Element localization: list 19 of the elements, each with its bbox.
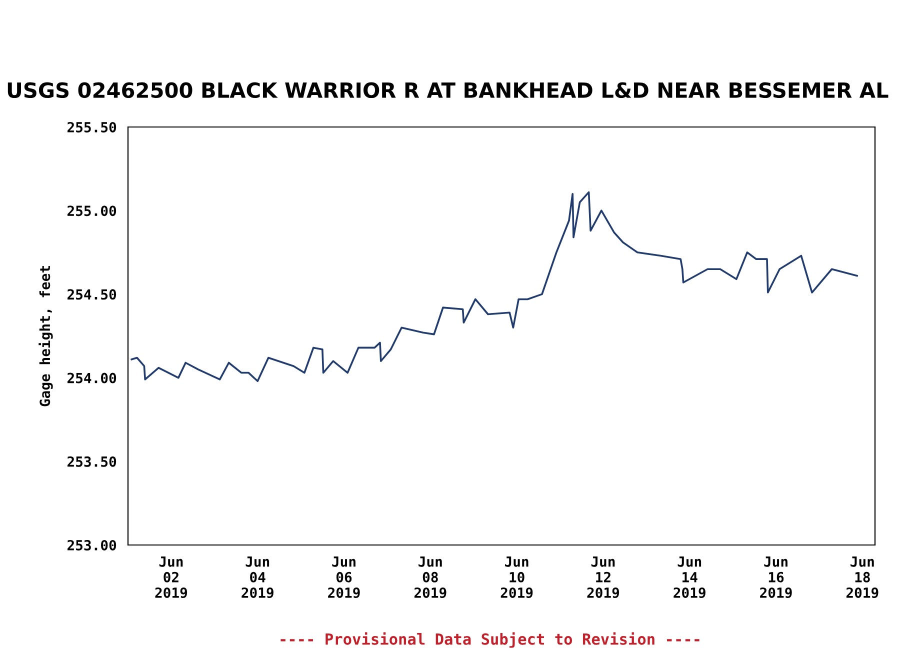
- x-tick-label: Jun 04 2019: [242, 556, 274, 598]
- y-tick-label: 253.50: [68, 456, 116, 467]
- y-tick-label: 254.50: [68, 289, 116, 300]
- x-tick-label: Jun 10 2019: [500, 556, 533, 598]
- y-axis-title: Gage height, feet: [38, 266, 53, 406]
- x-tick-label: Jun 18 2019: [846, 556, 878, 598]
- x-tick-label: Jun 08 2019: [414, 556, 446, 598]
- line-series: [130, 191, 858, 382]
- x-tick-label: Jun 16 2019: [760, 556, 792, 598]
- text: ---- Provisional Data Subject to Revision ----: [280, 632, 700, 648]
- y-tick-label: 253.00: [68, 540, 116, 550]
- x-tick-label: Jun 06 2019: [328, 556, 360, 598]
- x-tick-label: Jun 12 2019: [587, 556, 620, 598]
- y-tick-label: 255.00: [68, 206, 116, 216]
- x-tick-label: Jun 14 2019: [674, 556, 706, 598]
- y-tick-label: 254.00: [68, 372, 116, 384]
- x-tick-label: Jun 02 2019: [155, 556, 188, 598]
- y-tick-label: 255.50: [68, 122, 116, 132]
- chart-title: USGS 02462500 BLACK WARRIOR R AT BANKHEAD L&D NEAR BESSEMER AL: [8, 82, 888, 98]
